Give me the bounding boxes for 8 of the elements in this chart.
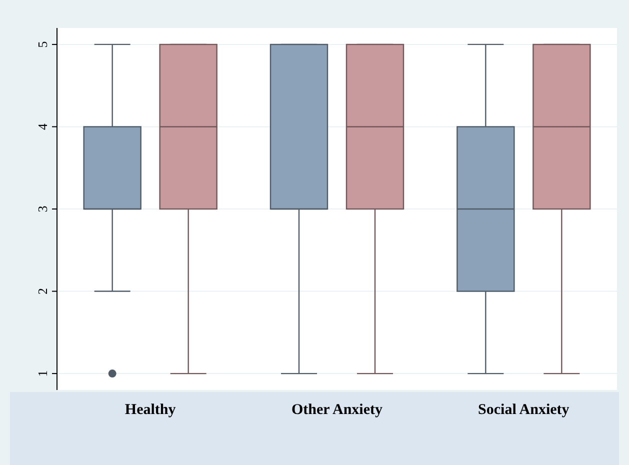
y-tick-label: 1 (35, 370, 50, 377)
y-tick-label: 3 (35, 206, 50, 212)
x-tick-label: Healthy (124, 402, 176, 418)
x-tick-label: Social Anxiety (478, 402, 570, 418)
y-tick-label: 2 (35, 288, 50, 295)
x-tick-label: Other Anxiety (292, 402, 383, 418)
y-tick-label: 5 (35, 41, 50, 48)
y-tick-label: 4 (35, 122, 50, 130)
